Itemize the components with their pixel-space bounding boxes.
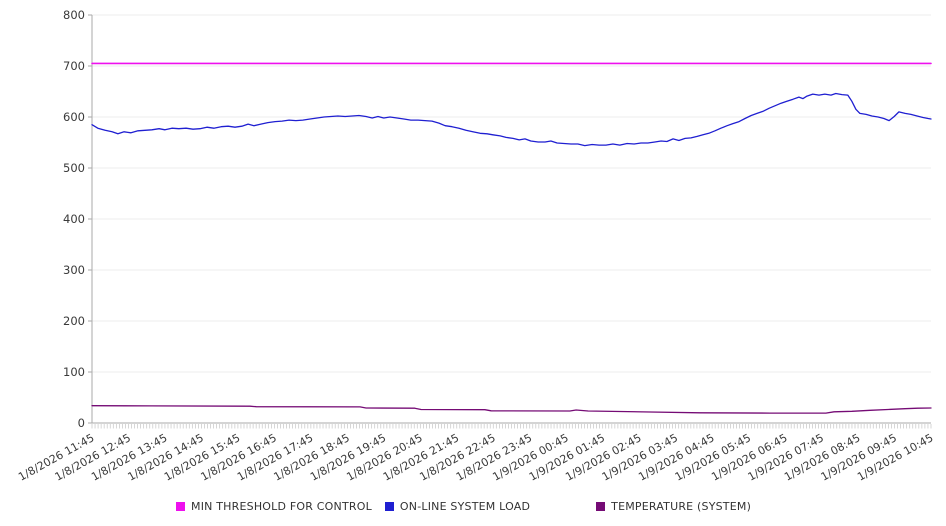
legend-item-temperature-system[interactable]: TEMPERATURE (SYSTEM) (596, 500, 751, 513)
legend-item-min-threshold[interactable]: MIN THRESHOLD FOR CONTROL (176, 500, 372, 513)
legend-label-temperature-system: TEMPERATURE (SYSTEM) (611, 500, 752, 513)
y-tick-label-500: 500 (63, 161, 85, 175)
legend-label-online-system-load: ON-LINE SYSTEM LOAD (399, 500, 531, 513)
y-tick-label-100: 100 (63, 365, 85, 379)
legend: MIN THRESHOLD FOR CONTROL ON-LINE SYSTEM… (176, 500, 751, 513)
series-line-2 (91, 405, 932, 414)
legend-label-min-threshold: MIN THRESHOLD FOR CONTROL (191, 500, 372, 513)
y-tick-label-200: 200 (63, 314, 85, 328)
legend-item-online-system-load[interactable]: ON-LINE SYSTEM LOAD (384, 500, 531, 513)
y-tick-label-600: 600 (63, 110, 85, 124)
y-tick-label-400: 400 (63, 212, 85, 226)
legend-swatch-online-system-load-icon (384, 502, 394, 511)
y-tick-label-300: 300 (63, 263, 85, 277)
legend-swatch-temperature-system-icon (596, 502, 606, 511)
series-line-1 (91, 92, 932, 147)
y-tick-label-800: 800 (63, 8, 85, 22)
y-tick-label-700: 700 (63, 59, 85, 73)
legend-swatch-min-threshold-icon (176, 502, 185, 511)
y-tick-label-0: 0 (78, 416, 85, 430)
